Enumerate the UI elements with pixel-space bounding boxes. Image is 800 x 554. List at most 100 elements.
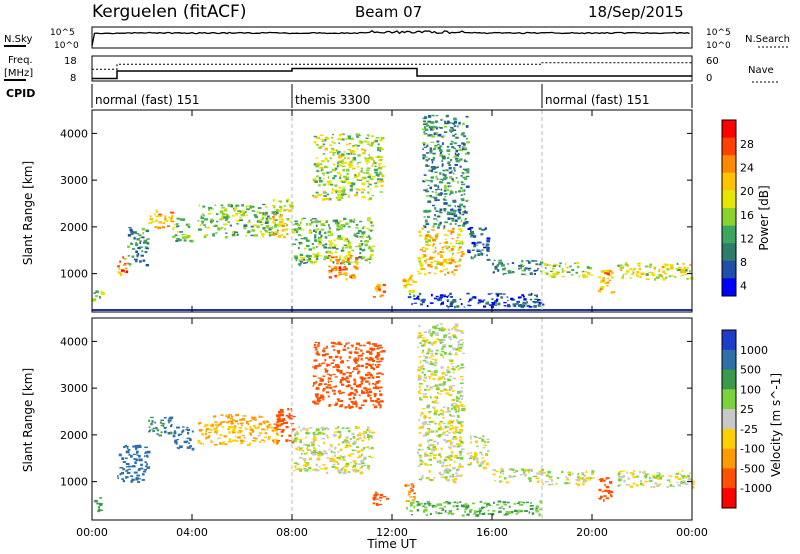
power-blobs-blob-15	[492, 259, 544, 276]
power-blobs-blob-4	[172, 217, 194, 243]
vel-blobs-blob-17	[406, 500, 543, 517]
velocity-colorbar-tick-6: -500	[740, 462, 765, 475]
cpid-segment-0: normal (fast) 151	[95, 93, 199, 107]
freq-tick-low: 8	[70, 73, 76, 84]
vel-blobs-blob-12	[467, 435, 490, 470]
velocity-colorbar-swatch-4	[722, 409, 736, 430]
x-tick-1: 04:00	[176, 526, 208, 539]
vel-blobs-blob-10	[404, 483, 416, 503]
cpid-segment-2: normal (fast) 151	[545, 93, 649, 107]
power-colorbar-swatch-6	[722, 225, 736, 244]
velocity-colorbar-swatch-6	[722, 448, 736, 469]
x-tick-6: 00:00	[676, 526, 708, 539]
velocity-panel: 4000 3000 2000 1000 00:00 04:00 08:00 12:00 16:…	[60, 110, 708, 539]
power-yaxis-tick-1: 3000	[60, 174, 88, 187]
power-yaxis-tick-0: 4000	[60, 127, 88, 140]
power-colorbar-swatch-7	[722, 243, 736, 262]
power-blobs-blob-7	[292, 217, 375, 267]
power-colorbar-tick-0: 28	[740, 138, 754, 151]
vel-blobs-blob-6	[272, 408, 296, 445]
power-colorbar-tick-4: 12	[740, 232, 754, 245]
cpid-label: CPID	[6, 87, 35, 100]
velocity-colorbar-swatch-2	[722, 369, 736, 390]
freq-tick-high: 18	[64, 56, 77, 67]
vel-blobs-blob-14	[542, 470, 595, 487]
power-colorbar-swatch-2	[722, 155, 736, 174]
vel-blobs-blob-9	[372, 491, 390, 506]
freq-label-1: Freq.	[8, 55, 33, 66]
power-colorbar-swatch-8	[722, 260, 736, 279]
vel-blobs-blob-5	[213, 413, 270, 426]
power-colorbar-tick-5: 8	[740, 256, 747, 269]
power-blobs-blob-2	[127, 227, 150, 267]
vel-yaxis-tick-0: 4000	[60, 335, 88, 348]
power-yaxis-tick-3: 1000	[60, 268, 88, 281]
power-yaxis-tick-2: 2000	[60, 221, 88, 234]
power-colorbar-swatch-3	[722, 172, 736, 191]
velocity-colorbar-tick-7: -1000	[740, 482, 772, 495]
vel-blobs-blob-15	[598, 477, 614, 502]
power-blobs-blob-14	[467, 226, 491, 261]
vel-yaxis-tick-3: 1000	[60, 476, 88, 489]
x-tick-0: 00:00	[76, 526, 108, 539]
vel-blobs-blob-1	[117, 444, 151, 483]
velocity-colorbar-swatch-8	[722, 488, 736, 509]
power-blobs-blob-10	[372, 283, 387, 298]
x-tick-2: 08:00	[276, 526, 308, 539]
power-colorbar-swatch-5	[722, 208, 736, 227]
power-blobs-blob-1	[117, 256, 130, 276]
station-title: Kerguelen (fitACF)	[92, 2, 246, 22]
power-blobs-blob-18	[617, 262, 694, 281]
vel-blobs-blob-0	[94, 497, 103, 513]
power-y-axis-label: Slant Range [km]	[21, 161, 35, 265]
velocity-colorbar-tick-4: -25	[740, 423, 758, 436]
x-tick-5: 20:00	[576, 526, 608, 539]
nave-tick-high: 60	[706, 56, 719, 67]
vel-blobs-blob-16	[617, 470, 695, 489]
power-colorbar-swatch-1	[722, 137, 736, 156]
power-colorbar-tick-1: 24	[740, 162, 754, 175]
power-blobs-blob-12	[417, 227, 466, 276]
noise-right-tick-high: 10^5	[706, 28, 731, 38]
velocity-colorbar-tick-2: 100	[740, 383, 761, 396]
noise-strip: 10^5 10^0 10^5 10^0 N.Sky N.Search	[4, 26, 790, 51]
velocity-colorbar-tick-3: 25	[740, 403, 754, 416]
power-blobs-blob-19	[407, 292, 545, 309]
power-colorbar-swatch-4	[722, 190, 736, 209]
velocity-colorbar-tick-5: -100	[740, 443, 765, 456]
power-blobs-blob-16	[543, 262, 594, 279]
beam-title: Beam 07	[355, 3, 422, 21]
nsky-label: N.Sky	[4, 34, 32, 45]
power-colorbar-tick-3: 16	[740, 209, 754, 222]
velocity-colorbar-swatch-0	[722, 330, 736, 351]
cpid-segment-1: themis 3300	[295, 93, 370, 107]
freq-label-2: [MHz]	[4, 68, 33, 79]
vel-blobs-blob-13	[492, 467, 545, 484]
vel-blobs-blob-11	[417, 323, 466, 484]
velocity-y-axis-label: Slant Range [km]	[21, 368, 35, 472]
freq-strip: 18 8 60 0 Freq. [MHz] Nave	[4, 55, 780, 84]
power-blobs-blob-11	[402, 274, 418, 294]
vel-blobs-blob-8	[312, 341, 386, 410]
power-panel: 4000 3000 2000 1000	[60, 109, 694, 313]
power-blobs-blob-13	[422, 114, 471, 229]
nsearch-label: N.Search	[745, 34, 790, 45]
vel-blobs-blob-3	[172, 426, 195, 451]
power-colorbar-swatch-0	[722, 120, 736, 139]
date-title: 18/Sep/2015	[588, 3, 684, 21]
power-blobs-blob-6	[272, 198, 296, 239]
velocity-colorbar-swatch-7	[722, 468, 736, 489]
power-colorbar: 28 24 20 16 12 8 4	[721, 119, 754, 297]
power-blobs-blob-17	[597, 269, 615, 294]
x-tick-4: 16:00	[476, 526, 508, 539]
nave-label: Nave	[748, 65, 774, 76]
noise-right-tick-low: 10^0	[706, 41, 731, 51]
power-blobs-blob-3	[148, 209, 175, 230]
power-blobs-blob-9	[312, 133, 386, 201]
velocity-colorbar: 1000 500 100 25 -25 -100 -500 -1000	[721, 329, 772, 509]
noise-left-tick-high: 10^5	[50, 28, 75, 38]
velocity-colorbar-label: Velocity [m s^-1]	[769, 373, 783, 477]
velocity-colorbar-swatch-1	[722, 349, 736, 371]
power-blobs-blob-0	[92, 290, 105, 302]
